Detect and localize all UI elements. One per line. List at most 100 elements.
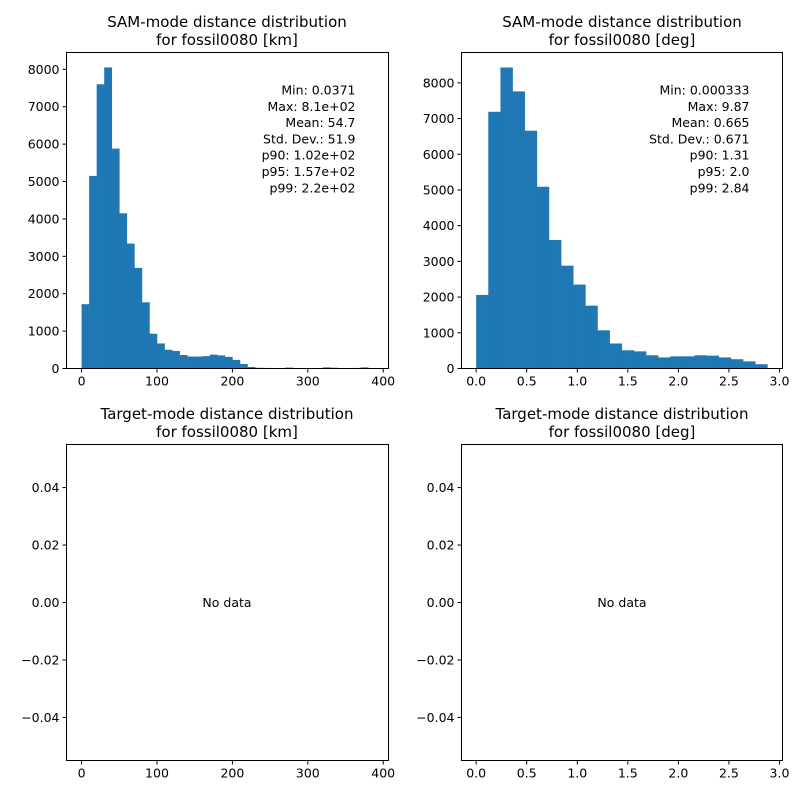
panel-title-line1: Target-mode distance distribution: [100, 405, 354, 423]
stat-line: p99: 2.2e+02: [270, 180, 356, 195]
y-tick-label: 0.04: [427, 480, 455, 495]
histogram-bar: [134, 267, 143, 369]
stat-line: Mean: 0.665: [671, 115, 749, 130]
y-tick-label: −0.02: [416, 652, 454, 667]
axes-frame: [66, 444, 389, 761]
y-tick-label: 0.00: [427, 595, 455, 610]
histogram-bar: [239, 364, 248, 369]
x-tick-label: 200: [220, 766, 244, 781]
histogram-bars: [81, 67, 384, 369]
target-deg-panel: Target-mode distance distribution for fo…: [416, 405, 789, 781]
histogram-bars: [476, 67, 768, 369]
x-tick-label: 2.5: [719, 766, 739, 781]
histogram-bar: [512, 91, 525, 369]
histogram-bar: [476, 294, 489, 369]
histogram-bar: [141, 302, 150, 369]
histogram-bar: [149, 333, 158, 369]
y-tick-label: 2000: [28, 286, 60, 301]
stat-line: p95: 1.57e+02: [262, 164, 356, 179]
histogram-bar: [561, 265, 574, 369]
x-tick-label: 2.0: [668, 766, 688, 781]
histogram-bar: [730, 359, 744, 369]
x-tick-label: 0.0: [466, 374, 486, 389]
x-tick-label: 1.0: [567, 374, 587, 389]
x-tick-label: 400: [371, 374, 395, 389]
y-axis-ticks: 0 1000 2000 3000 4000 5000 6000 7000 8000: [28, 62, 67, 376]
histogram-bar: [247, 367, 256, 369]
histogram-bar: [682, 356, 695, 369]
histogram-bar: [658, 357, 671, 369]
x-tick-label: 3.0: [770, 766, 790, 781]
y-tick-label: 0.02: [32, 538, 60, 553]
y-tick-label: 4000: [423, 218, 455, 233]
sam-deg-panel: SAM-mode distance distribution for fossi…: [423, 13, 790, 389]
stat-line: p95: 2.0: [698, 164, 750, 179]
histogram-bar: [187, 356, 195, 369]
histogram-bar: [172, 350, 180, 369]
x-tick-label: 2.5: [719, 374, 739, 389]
y-tick-label: 3000: [423, 254, 455, 269]
y-axis-ticks: 0 1000 2000 3000 4000 5000 6000 7000 8000: [423, 75, 462, 376]
y-tick-label: 3000: [28, 249, 60, 264]
histogram-bar: [217, 355, 226, 369]
panel-title-line1: SAM-mode distance distribution: [502, 13, 742, 31]
panel-title-line2: for fossil0080 [km]: [156, 423, 298, 441]
panel-title-line2: for fossil0080 [km]: [156, 31, 298, 49]
histogram-bar: [111, 148, 120, 369]
stat-line: Std. Dev.: 51.9: [263, 131, 355, 146]
y-tick-label: 4000: [28, 211, 60, 226]
stat-line: p99: 2.84: [690, 180, 750, 195]
stat-line: Max: 9.87: [688, 99, 750, 114]
histogram-bar: [224, 356, 233, 369]
histogram-bar: [360, 367, 369, 369]
y-tick-label: 0: [52, 361, 60, 376]
x-tick-label: 1.5: [618, 766, 638, 781]
y-tick-label: 7000: [423, 111, 455, 126]
y-axis-ticks: −0.04 −0.02 0.00 0.02 0.04: [416, 480, 462, 725]
axes-frame: [461, 444, 783, 761]
y-tick-label: 1000: [28, 324, 60, 339]
no-data-annotation: No data: [202, 595, 251, 610]
histogram-bar: [609, 343, 623, 369]
panel-title-line2: for fossil0080 [deg]: [549, 423, 696, 441]
panel-title-line1: Target-mode distance distribution: [495, 405, 749, 423]
x-tick-label: 0.0: [466, 766, 486, 781]
stat-line: Min: 0.0371: [281, 83, 355, 98]
x-tick-label: 400: [371, 766, 395, 781]
y-tick-label: 6000: [423, 147, 455, 162]
y-tick-label: 7000: [28, 99, 60, 114]
axes-frame: [66, 52, 389, 369]
histogram-bar: [156, 343, 165, 369]
histogram-bar: [322, 367, 331, 369]
y-tick-label: 5000: [28, 174, 60, 189]
histogram-bar: [706, 355, 720, 369]
histogram-bar: [119, 213, 128, 369]
y-tick-label: −0.04: [416, 710, 454, 725]
x-tick-label: 0.5: [517, 374, 537, 389]
stat-line: p90: 1.31: [690, 148, 750, 163]
x-tick-label: 100: [145, 766, 169, 781]
no-data-annotation: No data: [597, 595, 646, 610]
panel-title-line2: for fossil0080 [deg]: [549, 31, 696, 49]
histogram-bar: [488, 111, 501, 369]
x-tick-label: 0: [78, 766, 86, 781]
histogram-bar: [597, 330, 610, 369]
histogram-bar: [96, 84, 105, 369]
y-axis-ticks: −0.04 −0.02 0.00 0.02 0.04: [21, 480, 67, 725]
y-tick-label: 8000: [28, 62, 60, 77]
stat-line: Max: 8.1e+02: [268, 99, 356, 114]
histogram-bar: [670, 356, 683, 369]
y-tick-label: 0.04: [32, 480, 60, 495]
y-tick-label: 1000: [423, 325, 455, 340]
x-tick-label: 0.5: [517, 766, 537, 781]
stat-line: Std. Dev.: 0.671: [649, 131, 749, 146]
axes-frame: [461, 52, 783, 369]
y-tick-label: 8000: [423, 75, 455, 90]
x-tick-label: 2.0: [668, 374, 688, 389]
histogram-bar: [194, 356, 203, 369]
histogram-bar: [232, 359, 241, 369]
histogram-bar: [104, 67, 113, 369]
